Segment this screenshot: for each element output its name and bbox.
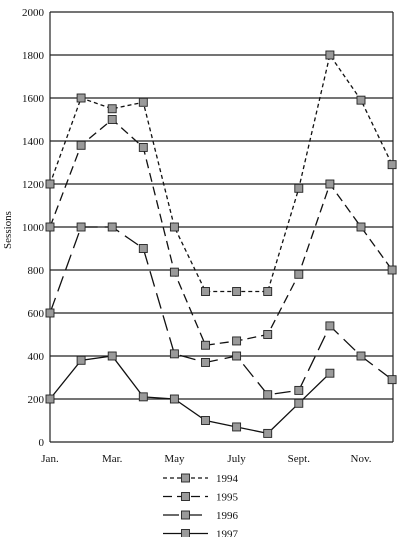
- data-point: [76, 140, 86, 150]
- data-point: [76, 222, 86, 232]
- legend-label: 1995: [216, 492, 239, 504]
- data-point: [138, 392, 148, 402]
- x-tick-label: Mar.: [102, 453, 123, 465]
- data-point: [325, 50, 335, 60]
- y-tick-label: 800: [28, 265, 45, 277]
- x-tick-label: Sept.: [288, 453, 311, 465]
- data-point: [45, 222, 55, 232]
- y-tick-label: 1000: [22, 222, 45, 234]
- legend-label: 1997: [216, 529, 239, 537]
- data-point: [232, 351, 242, 361]
- legend-item-1994: 1994: [163, 473, 239, 485]
- data-point: [263, 428, 273, 438]
- data-point: [138, 244, 148, 253]
- legend-marker: [181, 473, 190, 483]
- y-tick-label: 400: [28, 351, 45, 363]
- data-point: [387, 375, 397, 385]
- series-line-1996: [49, 226, 393, 396]
- data-point: [107, 115, 117, 124]
- y-tick-label: 2000: [22, 7, 45, 19]
- data-point: [325, 179, 335, 189]
- series-1996: [45, 222, 397, 400]
- y-tick-label: 1400: [22, 136, 45, 148]
- data-point: [169, 222, 179, 232]
- x-tick-label: Jan.: [41, 453, 59, 465]
- y-tick-labels: 0 200 400 600 800 1000 1200 1400 1600 1800 2000: [22, 7, 45, 449]
- data-point: [45, 308, 55, 318]
- x-tick-label: Nov.: [351, 453, 372, 465]
- data-point: [45, 394, 55, 404]
- data-point: [263, 390, 273, 400]
- data-point: [325, 368, 335, 378]
- legend-marker: [181, 510, 190, 520]
- data-point: [356, 222, 366, 232]
- x-tick-labels: Jan. Mar. May July Sept. Nov.: [41, 453, 371, 465]
- y-tick-label: 1800: [22, 50, 45, 62]
- data-point: [169, 267, 179, 277]
- data-point: [201, 416, 210, 425]
- legend-item-1997: 1997: [163, 529, 239, 537]
- series-line-1994: [49, 53, 393, 293]
- series-1994: [45, 50, 397, 296]
- data-point: [294, 385, 304, 395]
- data-point: [387, 265, 397, 275]
- data-point: [107, 104, 117, 114]
- data-point: [201, 340, 210, 350]
- data-point: [232, 336, 242, 346]
- series-line-1997: [49, 355, 331, 435]
- data-point: [138, 142, 148, 152]
- data-point: [138, 97, 148, 107]
- y-tick-label: 0: [39, 437, 45, 449]
- y-tick-label: 1200: [22, 179, 45, 191]
- data-point: [263, 330, 273, 339]
- x-tick-label: July: [227, 453, 246, 465]
- data-point: [76, 93, 86, 103]
- data-point: [169, 394, 179, 404]
- data-point: [356, 351, 366, 361]
- legend-item-1996: 1996: [163, 510, 239, 522]
- legend-marker: [181, 492, 190, 501]
- data-point: [201, 287, 210, 296]
- data-point: [387, 160, 397, 170]
- data-point: [294, 183, 304, 193]
- data-point: [294, 398, 304, 408]
- series-lines: [45, 50, 397, 438]
- data-point: [169, 349, 179, 359]
- data-point: [76, 355, 86, 365]
- data-point: [294, 269, 304, 279]
- data-point: [107, 222, 117, 232]
- gridlines: [50, 11, 393, 443]
- y-tick-label: 1600: [22, 93, 45, 105]
- y-axis-title: Sessions: [2, 211, 14, 249]
- data-point: [356, 95, 366, 105]
- legend-label: 1996: [216, 510, 239, 522]
- data-point: [232, 287, 242, 296]
- x-tick-label: May: [164, 453, 185, 465]
- legend-label: 1994: [216, 473, 239, 485]
- data-point: [325, 321, 335, 331]
- data-point: [232, 422, 242, 432]
- legend-item-1995: 1995: [163, 492, 239, 504]
- data-point: [107, 351, 117, 361]
- series-1995: [45, 115, 397, 350]
- y-tick-label: 600: [28, 308, 45, 320]
- data-point: [201, 358, 210, 367]
- y-tick-label: 200: [28, 394, 45, 406]
- series-line-1995: [49, 118, 393, 346]
- series-1997: [45, 351, 335, 438]
- legend: 1994 1995 1996 1997: [163, 473, 239, 537]
- data-point: [263, 287, 273, 296]
- data-point: [45, 179, 55, 189]
- legend-marker: [181, 529, 190, 537]
